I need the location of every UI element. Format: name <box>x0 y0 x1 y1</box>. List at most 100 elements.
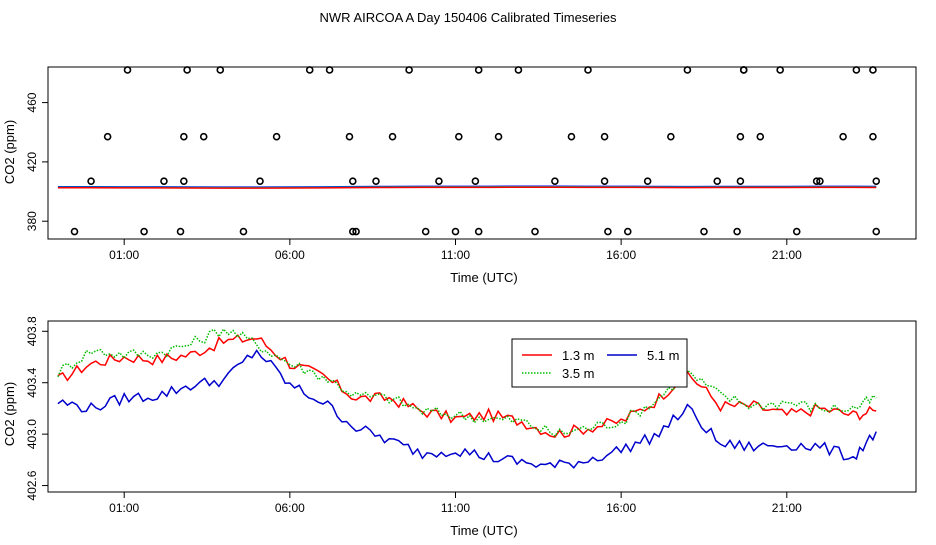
calibration-point <box>872 177 881 185</box>
calibration-point <box>216 66 225 74</box>
calibration-point <box>852 66 861 74</box>
bottom-plot-frame <box>47 320 917 493</box>
top-y-tick-label: 380 <box>25 211 39 231</box>
calibration-point <box>471 177 480 185</box>
calibration-point <box>869 66 877 74</box>
calibration-point <box>531 227 539 236</box>
calibration-point <box>643 177 652 185</box>
top-panel-calibration-points: 01:00 06:00 11:00 16:00 21:00 380 420 460 Time… <box>2 66 917 285</box>
calibration-point <box>180 177 188 185</box>
calibration-point <box>700 227 708 236</box>
calibration-point <box>451 227 460 236</box>
top-x-axis: 01:00 06:00 11:00 16:00 21:00 <box>109 239 802 262</box>
calibration-point <box>683 66 692 74</box>
calibration-point <box>435 177 443 185</box>
bottom-y-tick-label: 403.0 <box>25 419 39 449</box>
top-data-marks <box>57 66 881 236</box>
calibration-point <box>713 177 722 185</box>
series-line-1-3-m <box>57 334 877 438</box>
bottom-x-axis: 01:00 06:00 11:00 16:00 21:00 <box>109 492 802 515</box>
top-x-axis-label: Time (UTC) <box>450 270 517 285</box>
bottom-x-tick-label: 16:00 <box>606 501 636 515</box>
calibration-point <box>348 227 357 236</box>
bottom-x-tick-label: 06:00 <box>275 501 305 515</box>
calibration-point <box>567 132 576 141</box>
calibration-point <box>140 227 148 236</box>
top-x-tick-label: 01:00 <box>109 248 139 262</box>
calibration-point <box>584 66 592 74</box>
legend-label-1-3m: 1.3 m <box>562 348 595 363</box>
top-y-axis: 380 420 460 <box>25 92 48 231</box>
calibration-point <box>183 66 191 74</box>
calibration-point <box>160 177 168 185</box>
calibration-point <box>776 66 784 74</box>
legend: 1.3 m 3.5 m 5.1 m <box>511 338 688 388</box>
bottom-x-tick-label: 01:00 <box>109 501 139 515</box>
legend-label-3-5m: 3.5 m <box>562 366 595 381</box>
calibration-point <box>103 132 112 141</box>
top-co2-line <box>57 186 877 189</box>
top-y-tick-label: 420 <box>25 152 39 172</box>
calibration-point <box>816 177 824 185</box>
calibration-point <box>739 66 748 74</box>
calibration-point <box>869 132 877 141</box>
top-x-tick-label: 11:00 <box>441 248 470 262</box>
top-x-tick-label: 16:00 <box>606 248 636 262</box>
calibration-point <box>872 227 881 236</box>
calibration-point <box>348 177 357 185</box>
calibration-point <box>792 227 801 236</box>
calibration-point <box>405 66 413 74</box>
top-x-tick-label: 06:00 <box>275 248 305 262</box>
calibration-point <box>325 66 334 74</box>
bottom-y-tick-label: 403.8 <box>25 316 39 346</box>
calibration-point <box>372 177 380 185</box>
calibration-point <box>474 66 483 74</box>
series-line-5-1-m <box>57 349 877 469</box>
calibration-point <box>812 177 821 185</box>
top-y-axis-label: CO2 (ppm) <box>2 120 17 184</box>
calibration-point <box>736 177 745 185</box>
series-line-3-5-m <box>57 327 877 438</box>
calibration-point <box>272 132 281 141</box>
calibration-point <box>123 66 132 74</box>
calibration-point <box>736 132 745 141</box>
calibration-point <box>514 66 523 74</box>
legend-label-5-1m: 5.1 m <box>647 348 680 363</box>
calibration-point <box>474 227 483 236</box>
calibration-point <box>199 132 208 141</box>
calibration-point <box>256 177 264 185</box>
calibration-point <box>455 132 463 141</box>
bottom-panel-co2-lines: 01:00 06:00 11:00 16:00 21:00 402.6 403.0 403.… <box>2 316 917 538</box>
calibration-point <box>600 132 609 141</box>
calibration-point <box>388 132 397 141</box>
calibration-point <box>87 177 95 185</box>
calibration-point <box>551 177 559 185</box>
calibration-point <box>421 227 430 236</box>
calibration-point <box>352 227 360 236</box>
figure-title: NWR AIRCOA A Day 150406 Calibrated Times… <box>320 10 617 25</box>
top-y-tick-label: 460 <box>25 92 39 112</box>
bottom-y-axis-label: CO2 (ppm) <box>2 382 17 446</box>
calibration-point <box>70 227 79 236</box>
calibration-point <box>494 132 503 141</box>
bottom-x-axis-label: Time (UTC) <box>450 523 517 538</box>
calibration-point <box>756 132 765 141</box>
bottom-y-tick-label: 403.4 <box>25 367 39 397</box>
bottom-data-marks <box>57 327 877 469</box>
calibration-point <box>600 177 609 185</box>
calibration-point <box>623 227 632 236</box>
calibration-point <box>604 227 612 236</box>
calibration-point <box>180 132 188 141</box>
bottom-y-tick-label: 402.6 <box>25 470 39 500</box>
calibration-point <box>239 227 248 236</box>
top-x-tick-label: 21:00 <box>772 248 802 262</box>
calibration-point <box>176 227 185 236</box>
bottom-x-tick-label: 21:00 <box>772 501 802 515</box>
legend-box <box>511 338 688 388</box>
bottom-y-axis: 402.6 403.0 403.4 403.8 <box>25 316 48 501</box>
top-plot-frame <box>47 66 917 240</box>
calibration-point <box>345 132 354 141</box>
calibration-point <box>667 132 675 141</box>
calibration-point <box>733 227 741 236</box>
